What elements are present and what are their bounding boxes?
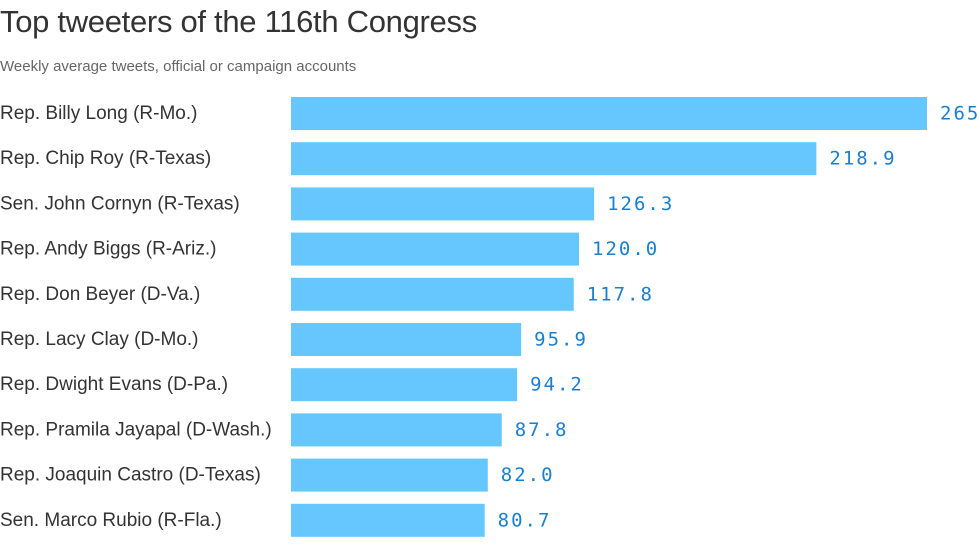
- category-label: Rep. Andy Biggs (R-Ariz.): [0, 239, 216, 260]
- value-label: 80.7: [498, 509, 552, 531]
- bar-row: Rep. Don Beyer (D-Va.) 117.8: [0, 277, 654, 311]
- value-label: 87.8: [515, 419, 569, 441]
- value-label: 94.2: [530, 374, 584, 396]
- bar: [291, 187, 595, 221]
- category-label: Sen. Marco Rubio (R-Fla.): [0, 510, 222, 531]
- bar: [291, 503, 485, 537]
- category-label: Rep. Lacy Clay (D-Mo.): [0, 329, 199, 350]
- bar-row: Rep. Andy Biggs (R-Ariz.) 120.0: [0, 232, 659, 266]
- value-label: 265: [940, 103, 980, 125]
- bar: [291, 458, 488, 492]
- value-label: 120.0: [592, 238, 659, 260]
- bar-row: Rep. Joaquin Castro (D-Texas) 82.0: [0, 458, 555, 492]
- bar: [291, 323, 522, 356]
- value-label: 117.8: [587, 283, 654, 305]
- bar: [291, 413, 502, 447]
- category-label: Rep. Pramila Jayapal (D-Wash.): [0, 419, 272, 440]
- category-label: Rep. Chip Roy (R-Texas): [0, 148, 211, 169]
- value-label: 95.9: [534, 329, 588, 351]
- category-label: Sen. John Cornyn (R-Texas): [0, 193, 240, 214]
- category-label: Rep. Billy Long (R-Mo.): [0, 103, 197, 124]
- bar-row: Sen. Marco Rubio (R-Fla.) 80.7: [0, 503, 552, 537]
- value-label: 218.9: [829, 148, 896, 170]
- category-label: Rep. Joaquin Castro (D-Texas): [0, 465, 261, 486]
- bar-row: Rep. Dwight Evans (D-Pa.) 94.2: [0, 368, 584, 402]
- category-label: Rep. Don Beyer (D-Va.): [0, 284, 200, 305]
- bar: [291, 142, 817, 176]
- chart-subtitle: Weekly average tweets, official or campa…: [0, 58, 357, 75]
- bar-row: Rep. Chip Roy (R-Texas) 218.9: [0, 142, 896, 176]
- bar: [291, 97, 927, 130]
- chart-title: Top tweeters of the 116th Congress: [0, 4, 477, 39]
- bar-row: Rep. Billy Long (R-Mo.) 265: [0, 97, 980, 130]
- bar-row: Rep. Pramila Jayapal (D-Wash.) 87.8: [0, 413, 569, 447]
- category-label: Rep. Dwight Evans (D-Pa.): [0, 374, 228, 395]
- bar: [291, 277, 574, 311]
- value-label: 126.3: [607, 193, 674, 215]
- bar: [291, 368, 518, 402]
- bar: [291, 232, 579, 266]
- value-label: 82.0: [501, 464, 555, 486]
- bar-row: Rep. Lacy Clay (D-Mo.) 95.9: [0, 323, 588, 356]
- bar-row: Sen. John Cornyn (R-Texas) 126.3: [0, 187, 674, 221]
